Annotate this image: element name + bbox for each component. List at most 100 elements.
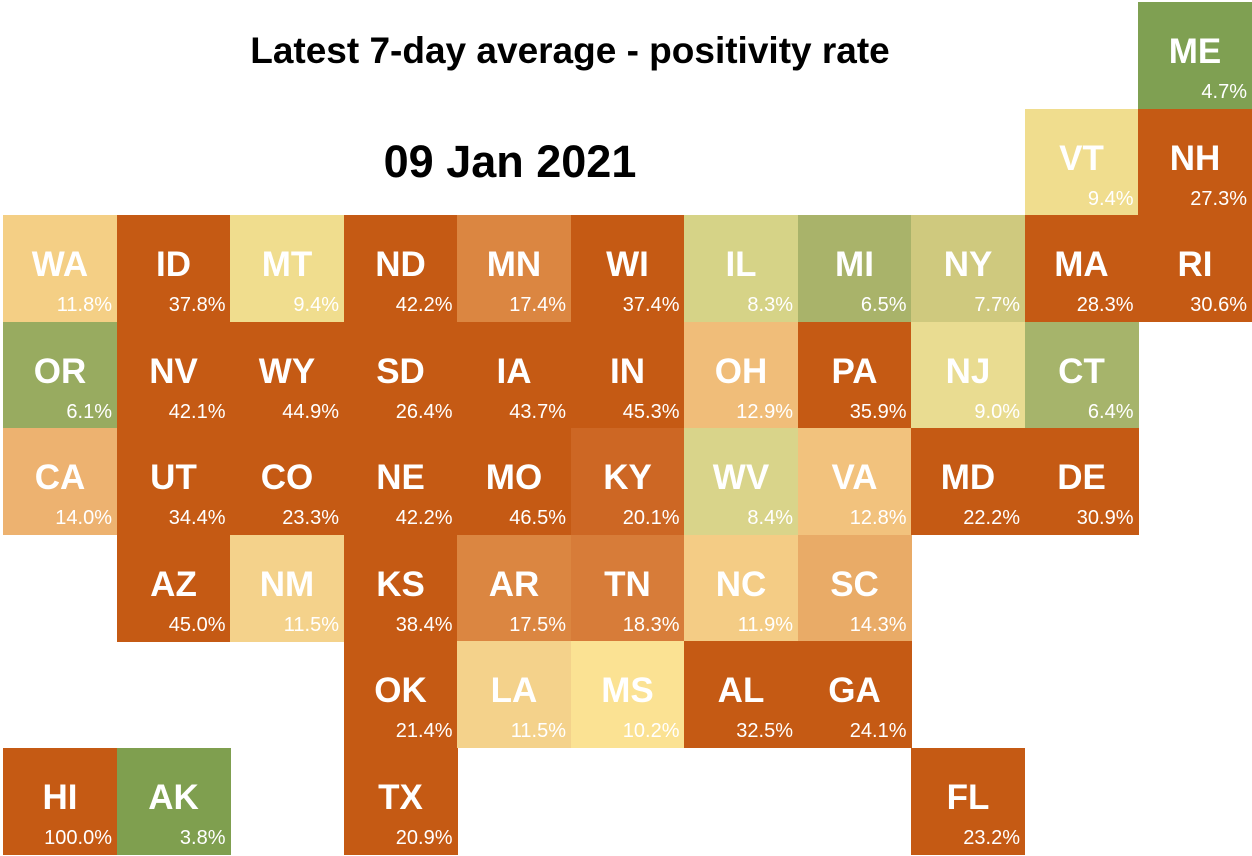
state-tile-mn: MN 17.4% <box>457 215 571 322</box>
state-value: 14.3% <box>849 613 907 636</box>
state-tile-wy: WY 44.9% <box>230 321 344 429</box>
state-tile-ga: GA 24.1% <box>797 641 912 748</box>
state-abbr: MT <box>261 245 313 284</box>
state-abbr: SD <box>376 351 425 391</box>
state-value: 30.6% <box>1190 294 1247 316</box>
state-value: 27.3% <box>1190 187 1247 210</box>
state-abbr: CO <box>260 458 314 497</box>
state-abbr: AK <box>148 777 199 817</box>
state-value: 7.7% <box>974 294 1020 316</box>
state-tile-ct: CT 6.4% <box>1024 321 1139 429</box>
state-value: 11.8% <box>56 294 112 316</box>
state-abbr: IA <box>496 351 532 391</box>
state-abbr: MO <box>485 458 543 497</box>
state-abbr: AR <box>488 564 540 604</box>
state-tile-nv: NV 42.1% <box>116 321 231 429</box>
state-abbr: NM <box>259 564 315 604</box>
state-value: 26.4% <box>395 400 453 423</box>
state-tile-co: CO 23.3% <box>230 428 344 535</box>
state-tile-sc: SC 14.3% <box>797 534 912 642</box>
state-abbr: WY <box>258 351 316 391</box>
state-value: 10.2% <box>622 720 680 742</box>
state-tile-wa: WA 11.8% <box>3 215 117 322</box>
state-abbr: UT <box>150 458 197 497</box>
state-tile-ri: RI 30.6% <box>1138 215 1252 322</box>
state-tile-nj: NJ 9.0% <box>911 321 1025 429</box>
state-abbr: GA <box>828 671 881 710</box>
state-value: 28.3% <box>1076 294 1134 316</box>
state-tile-fl: FL 23.2% <box>911 747 1025 855</box>
state-abbr: WV <box>712 458 770 497</box>
state-abbr: LA <box>490 671 538 710</box>
state-value: 17.4% <box>509 294 566 316</box>
state-tile-al: AL 32.5% <box>684 641 798 748</box>
state-value: 6.1% <box>66 400 112 423</box>
state-value: 34.4% <box>168 507 226 529</box>
state-tile-ca: CA 14.0% <box>3 428 117 535</box>
state-tile-az: AZ 45.0% <box>116 534 231 642</box>
state-tile-de: DE 30.9% <box>1024 428 1139 535</box>
state-value: 45.0% <box>168 613 226 636</box>
state-tile-la: LA 11.5% <box>457 641 571 748</box>
state-tile-ms: MS 10.2% <box>570 641 685 748</box>
state-tile-oh: OH 12.9% <box>684 321 798 429</box>
state-value: 23.3% <box>282 507 339 529</box>
state-value: 9.4% <box>1087 187 1134 210</box>
state-value: 44.9% <box>282 400 339 423</box>
state-value: 38.4% <box>395 613 453 636</box>
state-tile-md: MD 22.2% <box>911 428 1025 535</box>
state-value: 32.5% <box>736 720 793 742</box>
state-abbr: AZ <box>150 564 197 604</box>
state-value: 35.9% <box>849 400 907 423</box>
state-tile-ok: OK 21.4% <box>343 641 458 748</box>
state-tile-hi: HI 100.0% <box>3 747 117 855</box>
state-tile-ky: KY 20.1% <box>570 428 685 535</box>
state-tile-vt: VT 9.4% <box>1024 108 1139 216</box>
state-abbr: MN <box>486 245 542 284</box>
state-value: 8.4% <box>747 507 793 529</box>
state-value: 42.2% <box>395 507 453 529</box>
state-tile-va: VA 12.8% <box>797 428 912 535</box>
state-value: 46.5% <box>509 507 566 529</box>
chart-date: 09 Jan 2021 <box>383 136 637 187</box>
state-tile-nc: NC 11.9% <box>684 534 798 642</box>
state-abbr: VT <box>1059 138 1104 178</box>
state-tile-mt: MT 9.4% <box>230 215 344 322</box>
state-abbr: OR <box>33 351 87 391</box>
state-abbr: TN <box>604 564 651 604</box>
state-abbr: NY <box>943 245 993 284</box>
state-abbr: OH <box>714 351 768 391</box>
state-value: 12.9% <box>736 400 793 423</box>
state-value: 12.8% <box>849 507 907 529</box>
state-tile-sd: SD 26.4% <box>343 321 458 429</box>
state-tile-mi: MI 6.5% <box>797 215 912 322</box>
state-tile-nh: NH 27.3% <box>1138 108 1252 216</box>
state-tile-mo: MO 46.5% <box>457 428 571 535</box>
state-abbr: ND <box>375 245 426 284</box>
state-value: 18.3% <box>622 613 680 636</box>
state-abbr: KS <box>376 564 425 604</box>
state-tile-tx: TX 20.9% <box>343 747 458 855</box>
state-tile-ne: NE 42.2% <box>343 428 458 535</box>
state-tile-pa: PA 35.9% <box>797 321 912 429</box>
state-value: 6.4% <box>1087 400 1134 423</box>
state-tile-ny: NY 7.7% <box>911 215 1025 322</box>
state-value: 4.7% <box>1201 81 1247 103</box>
state-abbr: ID <box>156 245 191 284</box>
state-abbr: NH <box>1169 138 1221 178</box>
state-tile-nm: NM 11.5% <box>230 534 344 642</box>
state-abbr: IN <box>610 351 645 391</box>
state-abbr: VA <box>831 458 878 497</box>
state-abbr: TX <box>378 777 423 817</box>
state-tile-or: OR 6.1% <box>3 321 117 429</box>
state-value: 17.5% <box>509 613 566 636</box>
state-abbr: HI <box>42 777 78 817</box>
state-abbr: NJ <box>945 351 991 391</box>
state-abbr: RI <box>1177 245 1213 284</box>
state-tile-ar: AR 17.5% <box>457 534 571 642</box>
state-value: 22.2% <box>963 507 1020 529</box>
state-value: 6.5% <box>860 294 907 316</box>
state-tile-ma: MA 28.3% <box>1024 215 1139 322</box>
state-tile-ks: KS 38.4% <box>343 534 458 642</box>
state-tile-id: ID 37.8% <box>116 215 231 322</box>
